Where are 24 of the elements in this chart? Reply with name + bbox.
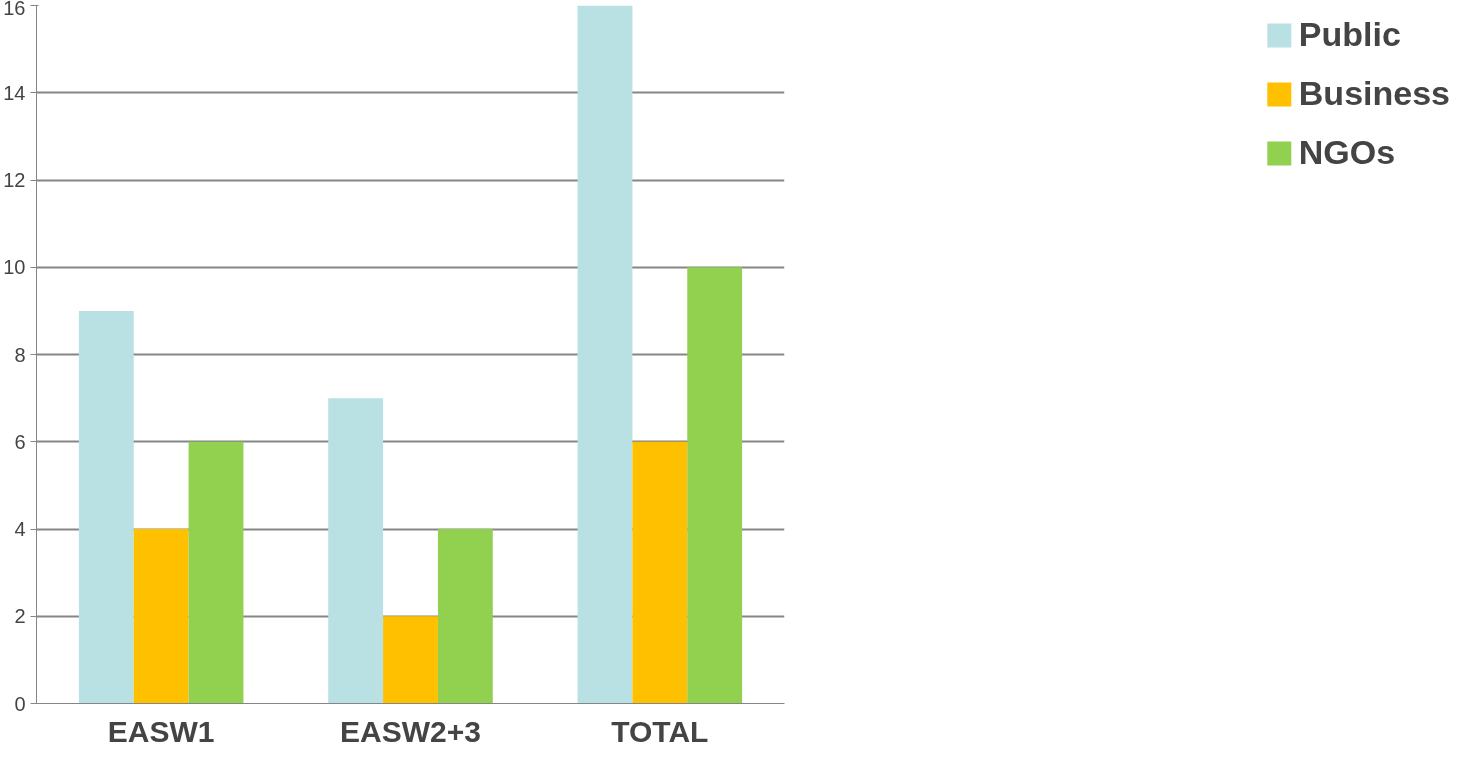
x-tick-label: EASW2+3 (340, 714, 481, 748)
y-tick-label: 2 (14, 605, 26, 628)
legend-label: NGOs (1298, 133, 1396, 172)
bar (328, 398, 384, 704)
y-tick-label: 4 (14, 518, 26, 540)
legend-label: Public (1298, 15, 1401, 54)
y-tick-label: 14 (3, 81, 26, 104)
y-tick-label: 12 (3, 169, 26, 191)
y-tick-label: 0 (14, 692, 26, 715)
x-tick-label: EASW1 (107, 714, 215, 748)
bar (632, 441, 688, 704)
x-tick-label: TOTAL (611, 714, 709, 748)
bar (188, 441, 244, 704)
y-tick-label: 6 (14, 430, 26, 453)
bar (577, 5, 633, 704)
bar (687, 267, 743, 704)
y-tick-label: 8 (14, 343, 26, 366)
bar (133, 529, 189, 704)
y-tick-label: 10 (3, 256, 26, 279)
y-tick-label: 16 (3, 0, 26, 19)
bar (437, 529, 493, 704)
legend-label: Business (1298, 74, 1450, 113)
bar (383, 616, 438, 704)
bar (78, 310, 134, 704)
